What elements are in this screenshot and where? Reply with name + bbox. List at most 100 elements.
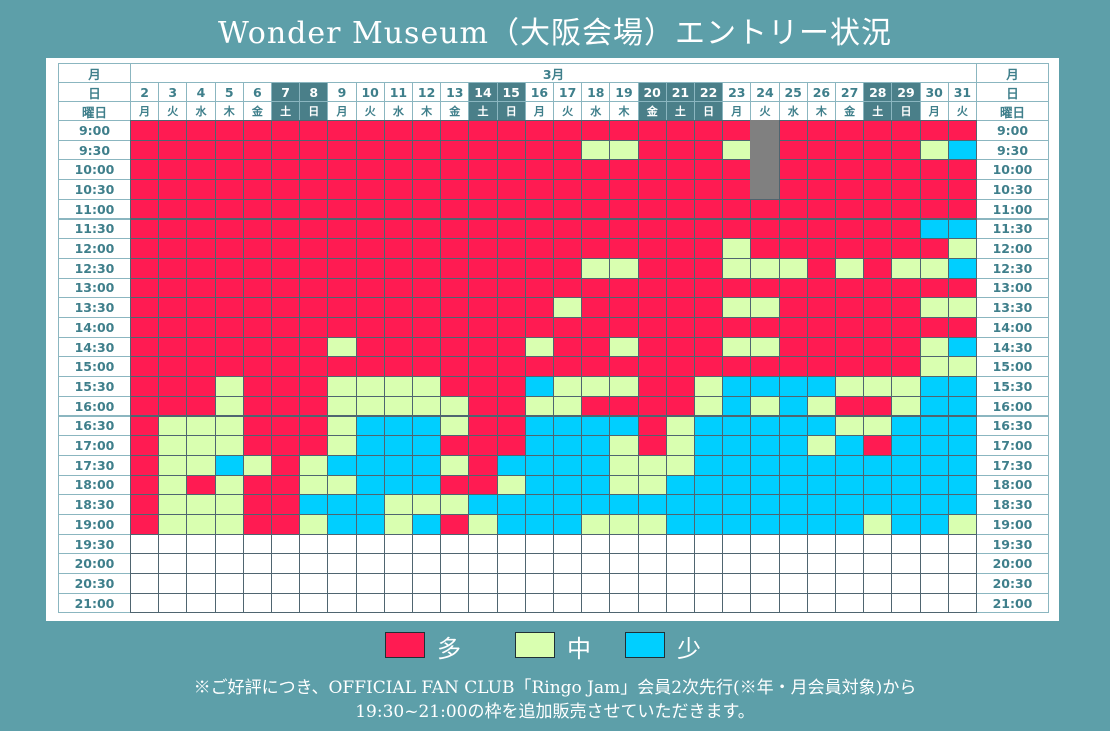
slot-cell bbox=[778, 257, 808, 279]
time-label-right: 20:30 bbox=[976, 573, 1049, 594]
time-label-left: 21:00 bbox=[58, 592, 131, 614]
slot-cell bbox=[947, 238, 977, 259]
slot-cell bbox=[130, 395, 160, 417]
slot-cell bbox=[750, 179, 780, 200]
weekday-cell: 水 bbox=[383, 101, 413, 121]
slot-cell bbox=[524, 415, 554, 437]
slot-cell bbox=[665, 573, 695, 594]
slot-cell bbox=[440, 218, 470, 240]
slot-cell bbox=[806, 356, 836, 378]
slot-cell bbox=[637, 533, 667, 555]
slot-cell bbox=[412, 139, 442, 161]
slot-cell bbox=[863, 238, 893, 259]
slot-cell bbox=[806, 218, 836, 240]
slot-cell bbox=[835, 454, 865, 476]
slot-cell bbox=[242, 356, 272, 378]
slot-cell bbox=[947, 257, 977, 279]
time-label-left: 19:00 bbox=[58, 514, 131, 535]
slot-cell bbox=[665, 257, 695, 279]
slot-cell bbox=[609, 494, 639, 515]
slot-cell bbox=[186, 533, 216, 555]
slot-cell bbox=[665, 395, 695, 417]
slot-cell bbox=[440, 297, 470, 318]
slot-cell bbox=[130, 454, 160, 476]
slot-cell bbox=[750, 159, 780, 181]
slot-cell bbox=[186, 395, 216, 417]
slot-cell bbox=[158, 494, 188, 515]
slot-cell bbox=[327, 277, 357, 299]
slot-cell bbox=[299, 514, 329, 535]
time-label-right: 15:00 bbox=[976, 356, 1049, 378]
slot-cell bbox=[327, 474, 357, 496]
slot-cell bbox=[891, 592, 921, 614]
slot-cell bbox=[891, 573, 921, 594]
slot-cell bbox=[271, 139, 301, 161]
time-label-right: 9:30 bbox=[976, 139, 1049, 161]
slot-cell bbox=[863, 257, 893, 279]
notice-line-2: 19:30~21:00の枠を追加販売させていただきます。 bbox=[355, 702, 755, 722]
slot-cell bbox=[214, 218, 244, 240]
slot-cell bbox=[947, 297, 977, 318]
slot-cell bbox=[355, 179, 385, 200]
time-label-left: 13:30 bbox=[58, 297, 131, 318]
slot-cell bbox=[806, 297, 836, 318]
time-label-right: 19:00 bbox=[976, 514, 1049, 535]
slot-cell bbox=[440, 553, 470, 575]
slot-cell bbox=[468, 336, 498, 358]
slot-cell bbox=[694, 120, 724, 141]
slot-cell bbox=[694, 376, 724, 397]
slot-cell bbox=[496, 592, 526, 614]
slot-cell bbox=[947, 336, 977, 358]
slot-cell bbox=[214, 533, 244, 555]
slot-cell bbox=[722, 533, 752, 555]
slot-cell bbox=[130, 376, 160, 397]
slot-cell bbox=[637, 198, 667, 220]
slot-cell bbox=[271, 297, 301, 318]
slot-cell bbox=[553, 159, 583, 181]
slot-cell bbox=[299, 356, 329, 378]
time-label-right: 19:30 bbox=[976, 533, 1049, 555]
slot-cell bbox=[806, 435, 836, 456]
slot-cell bbox=[609, 277, 639, 299]
slot-cell bbox=[553, 120, 583, 141]
slot-cell bbox=[835, 277, 865, 299]
slot-cell bbox=[722, 395, 752, 417]
slot-cell bbox=[412, 257, 442, 279]
slot-cell bbox=[694, 592, 724, 614]
slot-cell bbox=[468, 179, 498, 200]
slot-cell bbox=[722, 198, 752, 220]
slot-cell bbox=[524, 573, 554, 594]
weekday-cell: 日 bbox=[694, 101, 724, 121]
slot-cell bbox=[412, 592, 442, 614]
day-cell: 28 bbox=[863, 82, 893, 102]
time-label-right: 18:00 bbox=[976, 474, 1049, 496]
slot-cell bbox=[355, 592, 385, 614]
slot-cell bbox=[242, 573, 272, 594]
slot-cell bbox=[524, 514, 554, 535]
slot-cell bbox=[524, 533, 554, 555]
slot-cell bbox=[524, 198, 554, 220]
slot-cell bbox=[130, 159, 160, 181]
slot-cell bbox=[242, 120, 272, 141]
slot-cell bbox=[271, 435, 301, 456]
slot-cell bbox=[553, 592, 583, 614]
slot-cell bbox=[778, 139, 808, 161]
slot-cell bbox=[863, 553, 893, 575]
slot-cell bbox=[524, 592, 554, 614]
day-cell: 17 bbox=[553, 82, 583, 102]
slot-cell bbox=[750, 336, 780, 358]
slot-cell bbox=[214, 198, 244, 220]
slot-cell bbox=[186, 415, 216, 437]
slot-cell bbox=[750, 494, 780, 515]
legend-label-high: 多 bbox=[437, 635, 461, 663]
slot-cell bbox=[665, 277, 695, 299]
slot-cell bbox=[835, 297, 865, 318]
slot-cell bbox=[383, 573, 413, 594]
slot-cell bbox=[440, 454, 470, 476]
slot-cell bbox=[242, 238, 272, 259]
slot-cell bbox=[355, 356, 385, 378]
slot-cell bbox=[835, 356, 865, 378]
slot-cell bbox=[609, 356, 639, 378]
weekday-header-right: 曜日 bbox=[976, 101, 1049, 121]
slot-cell bbox=[496, 356, 526, 378]
